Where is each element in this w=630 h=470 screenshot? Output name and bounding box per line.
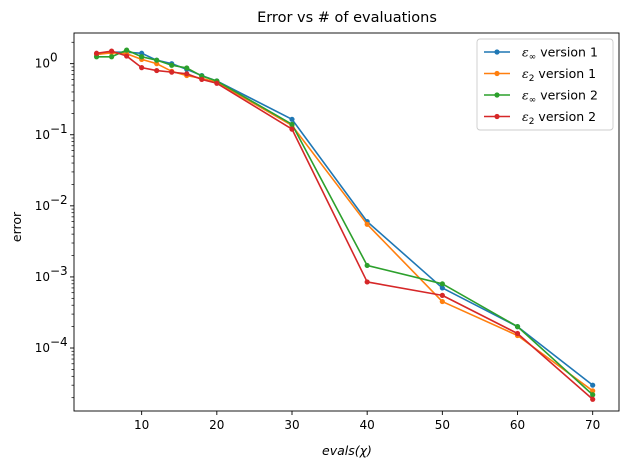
y-tick-exponent: −3 xyxy=(50,264,68,278)
series-3 xyxy=(93,47,596,398)
legend-label: ε2 version 1 xyxy=(522,66,596,84)
data-point xyxy=(590,388,596,394)
legend-item: ε2 version 1 xyxy=(484,66,596,84)
x-tick-label: 50 xyxy=(435,418,450,432)
y-tick-exponent: −4 xyxy=(50,335,68,349)
data-point xyxy=(289,116,295,122)
plot-frame xyxy=(73,32,620,412)
legend-item: ε∞ version 2 xyxy=(484,88,598,106)
data-point xyxy=(214,80,220,86)
data-point xyxy=(184,65,190,71)
x-tick-label: 60 xyxy=(510,418,525,432)
data-point xyxy=(124,53,130,59)
x-tick-label: 30 xyxy=(284,418,299,432)
data-point xyxy=(139,65,145,71)
data-point xyxy=(154,67,160,74)
legend-label: ε2 version 2 xyxy=(522,109,596,127)
chart-title: Error vs # of evaluations xyxy=(257,10,437,26)
x-axis-label: evals(χ) xyxy=(322,443,372,458)
data-point xyxy=(184,71,190,77)
data-point xyxy=(590,396,596,402)
series-line xyxy=(96,50,594,400)
legend-item: ε2 version 2 xyxy=(484,109,596,127)
legend-box xyxy=(476,38,614,131)
legend-marker xyxy=(494,92,500,98)
y-tick-exponent: −1 xyxy=(50,122,68,136)
data-point xyxy=(169,69,175,75)
x-tick-label: 10 xyxy=(134,418,149,432)
y-axis-label: error xyxy=(9,211,24,242)
y-tick-label: 10 xyxy=(35,270,50,284)
legend-marker xyxy=(494,70,500,77)
series-layer xyxy=(93,47,596,402)
legend-marker xyxy=(494,113,500,120)
data-point xyxy=(169,62,175,68)
data-point xyxy=(439,292,445,298)
y-tick-label: 10 xyxy=(35,341,50,355)
data-point xyxy=(439,281,445,287)
x-axis: 10 20 30 40 50 60 70 xyxy=(134,411,600,432)
data-point xyxy=(289,121,295,127)
data-point xyxy=(199,76,205,83)
y-tick-label: 10 xyxy=(35,199,50,213)
series-4 xyxy=(93,48,596,402)
data-point xyxy=(108,54,115,60)
data-point xyxy=(514,330,521,337)
x-tick-label: 20 xyxy=(209,418,224,432)
data-point xyxy=(108,48,115,54)
data-point xyxy=(364,279,370,285)
data-point xyxy=(514,324,521,330)
data-point xyxy=(439,298,445,305)
x-tick-label: 70 xyxy=(585,418,600,432)
legend-label: ε∞ version 1 xyxy=(522,45,598,63)
data-point xyxy=(364,221,370,227)
y-tick-exponent: 0 xyxy=(50,51,58,65)
data-point xyxy=(590,382,596,388)
data-point xyxy=(139,54,145,60)
data-point xyxy=(289,126,295,132)
data-point xyxy=(93,50,100,56)
legend-item: ε∞ version 1 xyxy=(484,45,598,63)
legend-marker xyxy=(494,49,500,55)
y-tick-label: 10 xyxy=(35,128,50,142)
x-tick-label: 40 xyxy=(360,418,375,432)
data-point xyxy=(364,262,370,269)
data-point xyxy=(124,47,130,53)
data-point xyxy=(590,392,596,398)
series-line xyxy=(96,49,594,396)
data-point xyxy=(439,285,445,291)
y-tick-exponent: −2 xyxy=(50,193,68,207)
legend: ε∞ version 1 ε2 version 1 ε∞ version 2 ε2 v… xyxy=(476,38,614,131)
y-tick-label: 10 xyxy=(35,57,50,71)
data-point xyxy=(154,57,160,63)
legend-label: ε∞ version 2 xyxy=(522,88,598,106)
